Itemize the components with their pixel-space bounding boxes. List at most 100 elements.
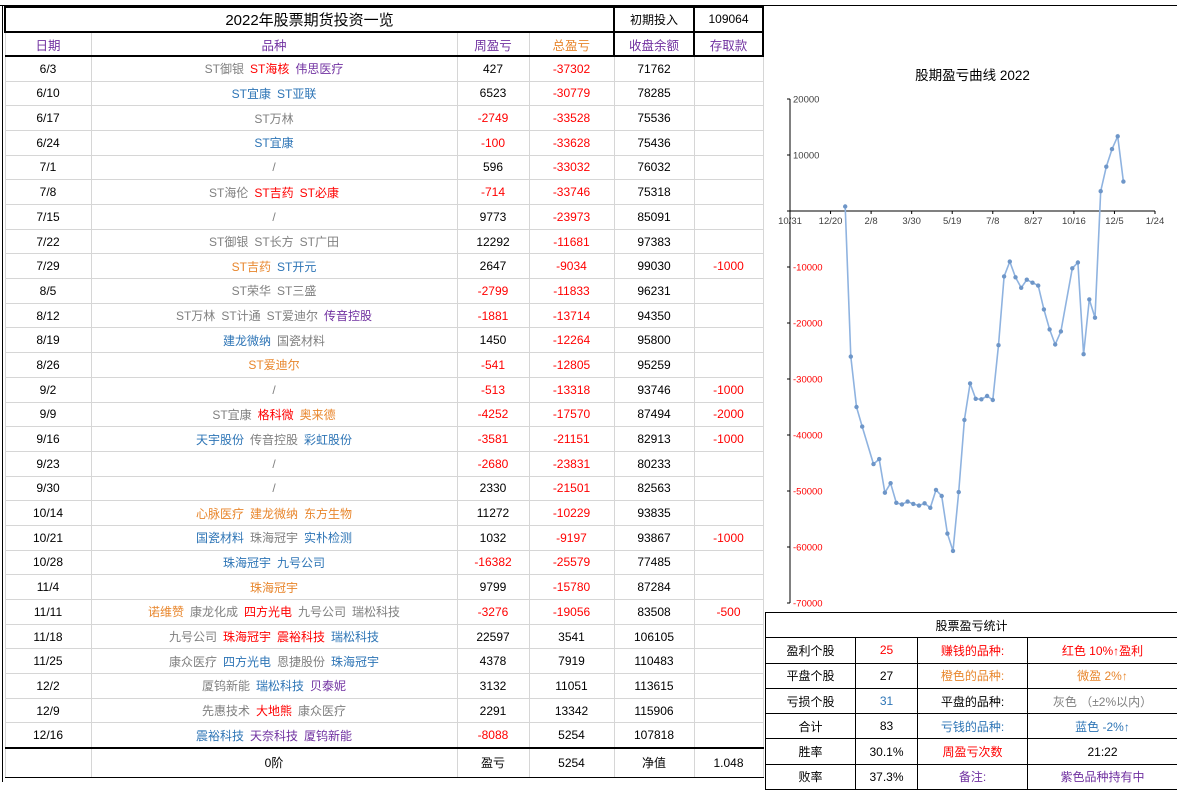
deposit-cell[interactable] — [694, 180, 763, 205]
deposit-cell[interactable] — [694, 279, 763, 304]
weekly-pnl-cell[interactable]: 22597 — [457, 624, 529, 649]
balance-cell[interactable]: 95259 — [614, 353, 694, 378]
date-cell[interactable]: 9/30 — [5, 476, 91, 501]
weekly-pnl-cell[interactable]: 2330 — [457, 476, 529, 501]
deposit-cell[interactable]: -2000 — [694, 402, 763, 427]
date-cell[interactable]: 8/5 — [5, 279, 91, 304]
deposit-cell[interactable]: -1000 — [694, 427, 763, 452]
deposit-cell[interactable] — [694, 476, 763, 501]
balance-cell[interactable]: 110483 — [614, 649, 694, 674]
weekly-pnl-cell[interactable]: -1881 — [457, 303, 529, 328]
deposit-cell[interactable] — [694, 451, 763, 476]
weekly-pnl-cell[interactable]: -2749 — [457, 106, 529, 131]
total-pnl-cell[interactable]: 7919 — [529, 649, 614, 674]
balance-cell[interactable]: 113615 — [614, 674, 694, 699]
weekly-pnl-cell[interactable]: -714 — [457, 180, 529, 205]
balance-cell[interactable]: 75436 — [614, 130, 694, 155]
balance-cell[interactable]: 93746 — [614, 377, 694, 402]
weekly-pnl-cell[interactable]: -2680 — [457, 451, 529, 476]
variety-cell[interactable]: 先惠技术大地熊康众医疗 — [91, 698, 457, 723]
balance-cell[interactable]: 75318 — [614, 180, 694, 205]
variety-cell[interactable]: 建龙微纳国瓷材料 — [91, 328, 457, 353]
deposit-cell[interactable]: -1000 — [694, 254, 763, 279]
variety-cell[interactable]: / — [91, 205, 457, 230]
date-cell[interactable]: 12/16 — [5, 723, 91, 748]
footer-nav-label[interactable]: 净值 — [614, 748, 694, 778]
total-pnl-cell[interactable]: -30779 — [529, 81, 614, 106]
date-cell[interactable]: 9/16 — [5, 427, 91, 452]
balance-cell[interactable]: 82913 — [614, 427, 694, 452]
date-cell[interactable]: 8/19 — [5, 328, 91, 353]
stats-cell[interactable]: 30.1% — [856, 739, 918, 764]
total-pnl-cell[interactable]: -11833 — [529, 279, 614, 304]
weekly-pnl-cell[interactable]: 9799 — [457, 575, 529, 600]
date-cell[interactable]: 10/21 — [5, 525, 91, 550]
deposit-cell[interactable] — [694, 205, 763, 230]
col-header-variety[interactable]: 品种 — [91, 32, 457, 57]
stats-cell[interactable]: 31 — [856, 688, 918, 713]
date-cell[interactable]: 8/12 — [5, 303, 91, 328]
weekly-pnl-cell[interactable]: 1450 — [457, 328, 529, 353]
date-cell[interactable]: 11/4 — [5, 575, 91, 600]
variety-cell[interactable]: 珠海冠宇九号公司 — [91, 550, 457, 575]
weekly-pnl-cell[interactable]: 2291 — [457, 698, 529, 723]
deposit-cell[interactable]: -500 — [694, 600, 763, 625]
date-cell[interactable]: 10/14 — [5, 501, 91, 526]
weekly-pnl-cell[interactable]: 2647 — [457, 254, 529, 279]
total-pnl-cell[interactable]: -12805 — [529, 353, 614, 378]
date-cell[interactable]: 7/8 — [5, 180, 91, 205]
balance-cell[interactable]: 80233 — [614, 451, 694, 476]
stats-cell[interactable]: 微盈 2%↑ — [1028, 663, 1177, 688]
total-pnl-cell[interactable]: -21501 — [529, 476, 614, 501]
weekly-pnl-cell[interactable]: 9773 — [457, 205, 529, 230]
date-cell[interactable]: 7/15 — [5, 205, 91, 230]
deposit-cell[interactable] — [694, 229, 763, 254]
weekly-pnl-cell[interactable]: 12292 — [457, 229, 529, 254]
variety-cell[interactable]: 国瓷材料珠海冠宇实朴检测 — [91, 525, 457, 550]
date-cell[interactable]: 10/28 — [5, 550, 91, 575]
variety-cell[interactable]: 天宇股份传音控股彩虹股份 — [91, 427, 457, 452]
deposit-cell[interactable] — [694, 674, 763, 699]
deposit-cell[interactable] — [694, 81, 763, 106]
deposit-cell[interactable] — [694, 130, 763, 155]
deposit-cell[interactable]: -1000 — [694, 377, 763, 402]
stats-cell[interactable]: 21:22 — [1028, 739, 1177, 764]
balance-cell[interactable]: 106105 — [614, 624, 694, 649]
col-header-balance[interactable]: 收盘余额 — [614, 32, 694, 57]
stats-cell[interactable]: 赚钱的品种: — [918, 638, 1028, 663]
balance-cell[interactable]: 85091 — [614, 205, 694, 230]
deposit-cell[interactable] — [694, 624, 763, 649]
footer-order-label[interactable]: 0阶 — [91, 748, 457, 778]
pnl-chart[interactable]: 股期盈亏曲线 20222000010000-10000-20000-30000-… — [765, 60, 1177, 610]
stats-cell[interactable]: 备注: — [918, 764, 1028, 789]
balance-cell[interactable]: 95800 — [614, 328, 694, 353]
footer-nav-value[interactable]: 1.048 — [694, 748, 763, 778]
footer-empty-cell[interactable] — [5, 748, 91, 778]
date-cell[interactable]: 9/2 — [5, 377, 91, 402]
deposit-cell[interactable] — [694, 649, 763, 674]
variety-cell[interactable]: 康众医疗四方光电恩捷股份珠海冠宇 — [91, 649, 457, 674]
variety-cell[interactable]: 诺维赞康龙化成四方光电九号公司瑞松科技 — [91, 600, 457, 625]
balance-cell[interactable]: 83508 — [614, 600, 694, 625]
total-pnl-cell[interactable]: -21151 — [529, 427, 614, 452]
weekly-pnl-cell[interactable]: 4378 — [457, 649, 529, 674]
variety-cell[interactable]: / — [91, 476, 457, 501]
balance-cell[interactable]: 93835 — [614, 501, 694, 526]
stats-cell[interactable]: 27 — [856, 663, 918, 688]
weekly-pnl-cell[interactable]: 427 — [457, 56, 529, 81]
total-pnl-cell[interactable]: -33628 — [529, 130, 614, 155]
date-cell[interactable]: 12/2 — [5, 674, 91, 699]
variety-cell[interactable]: / — [91, 377, 457, 402]
date-cell[interactable]: 12/9 — [5, 698, 91, 723]
total-pnl-cell[interactable]: 3541 — [529, 624, 614, 649]
weekly-pnl-cell[interactable]: 11272 — [457, 501, 529, 526]
stats-cell[interactable]: 83 — [856, 714, 918, 739]
deposit-cell[interactable] — [694, 550, 763, 575]
date-cell[interactable]: 11/18 — [5, 624, 91, 649]
col-header-weekly-pnl[interactable]: 周盈亏 — [457, 32, 529, 57]
weekly-pnl-cell[interactable]: -3581 — [457, 427, 529, 452]
date-cell[interactable]: 11/25 — [5, 649, 91, 674]
